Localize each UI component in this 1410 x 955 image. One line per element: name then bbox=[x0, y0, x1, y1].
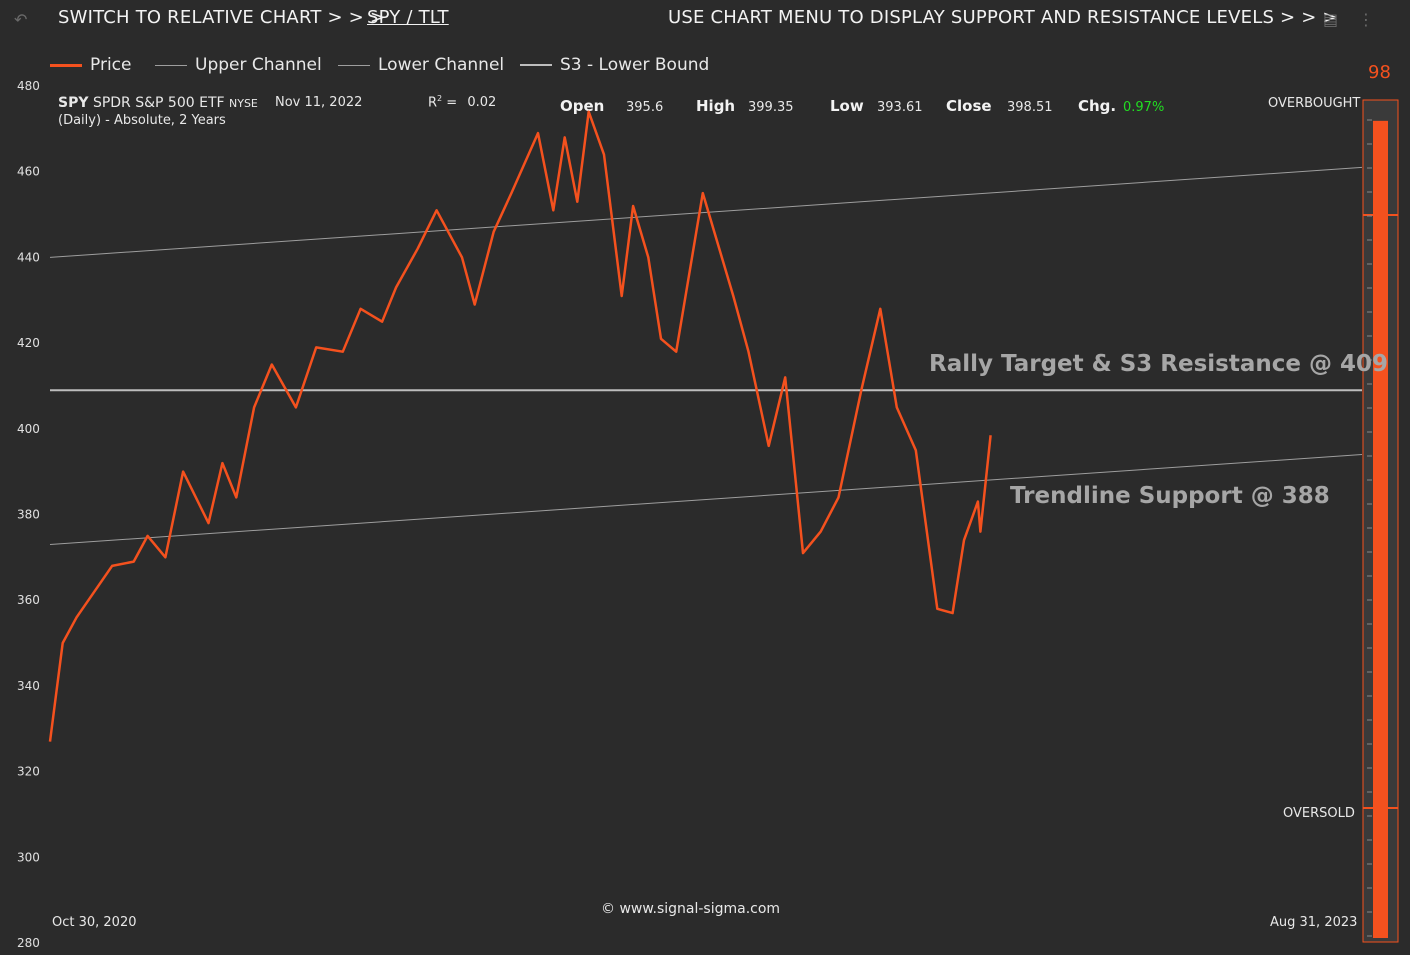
legend-label: S3 - Lower Bound bbox=[560, 55, 710, 75]
r2-value: 0.02 bbox=[467, 95, 497, 111]
gauge-value: 98 bbox=[1368, 62, 1391, 83]
y-tick-label: 300 bbox=[17, 850, 40, 864]
switch-chart-text: SWITCH TO RELATIVE CHART > > > bbox=[58, 7, 386, 28]
legend-swatch bbox=[155, 64, 187, 66]
chart-date: Nov 11, 2022 bbox=[275, 95, 363, 110]
upper-channel-line bbox=[49, 166, 1363, 258]
r2-label: R bbox=[428, 95, 438, 111]
high-label: High bbox=[696, 97, 736, 115]
gauge-fill bbox=[1373, 120, 1388, 939]
y-tick-label: 380 bbox=[17, 508, 40, 522]
chg-value: 0.97% bbox=[1123, 100, 1165, 115]
relative-chart-link[interactable]: SPY / TLT bbox=[367, 7, 449, 28]
copyright: © www.signal-sigma.com bbox=[601, 901, 781, 917]
legend-item-lower-channel[interactable]: Lower Channel bbox=[338, 55, 504, 75]
lower-channel-line bbox=[49, 454, 1363, 545]
undo-icon[interactable]: ↶ bbox=[14, 10, 28, 29]
high-value: 399.35 bbox=[748, 100, 794, 115]
chart-settings-icon[interactable]: ▤ bbox=[1323, 10, 1339, 29]
low-label: Low bbox=[830, 97, 864, 115]
price-line bbox=[48, 110, 992, 742]
open-value: 395.6 bbox=[626, 100, 664, 115]
overbought-label: OVERBOUGHT bbox=[1268, 96, 1361, 111]
low-value: 393.61 bbox=[877, 100, 923, 115]
legend-swatch bbox=[50, 63, 82, 67]
close-label: Close bbox=[946, 97, 992, 115]
security-name: SPDR S&P 500 ETF bbox=[92, 95, 225, 111]
chart-subtitle: (Daily) - Absolute, 2 Years bbox=[58, 113, 226, 128]
ticker: SPY bbox=[58, 95, 89, 111]
legend-label: Price bbox=[90, 55, 132, 75]
y-tick-label: 480 bbox=[17, 79, 40, 93]
legend-swatch bbox=[520, 64, 552, 66]
r2-eq: = bbox=[442, 95, 458, 111]
r2-sup: 2 bbox=[437, 94, 443, 103]
close-value: 398.51 bbox=[1007, 100, 1053, 115]
support-annotation: Trendline Support @ 388 bbox=[1010, 483, 1330, 509]
resistance-annotation: Rally Target & S3 Resistance @ 409 bbox=[929, 351, 1389, 377]
chg-label: Chg. bbox=[1078, 97, 1117, 115]
r-squared: R2 = 0.02 bbox=[428, 94, 496, 110]
y-tick-label: 360 bbox=[17, 593, 40, 607]
open-label: Open bbox=[560, 97, 605, 115]
y-tick-label: 340 bbox=[17, 679, 40, 693]
oversold-label: OVERSOLD bbox=[1283, 806, 1355, 821]
legend-label: Lower Channel bbox=[378, 55, 505, 75]
legend-item-upper-channel[interactable]: Upper Channel bbox=[155, 55, 322, 75]
y-tick-label: 400 bbox=[17, 422, 40, 436]
legend-item-s3-lower-bound[interactable]: S3 - Lower Bound bbox=[520, 55, 709, 75]
y-tick-label: 440 bbox=[17, 250, 40, 264]
x-start-label: Oct 30, 2020 bbox=[52, 915, 137, 930]
chart-menu-hint: USE CHART MENU TO DISPLAY SUPPORT AND RE… bbox=[668, 7, 1338, 28]
y-tick-label: 320 bbox=[17, 765, 40, 779]
y-tick-label: 420 bbox=[17, 336, 40, 350]
legend-swatch bbox=[338, 64, 370, 66]
x-end-label: Aug 31, 2023 bbox=[1270, 915, 1358, 930]
y-tick-label: 280 bbox=[17, 936, 40, 950]
legend-item-price[interactable]: Price bbox=[50, 55, 131, 75]
exchange: NYSE bbox=[229, 97, 258, 110]
legend-label: Upper Channel bbox=[195, 55, 322, 75]
more-vertical-icon[interactable]: ⋮ bbox=[1358, 10, 1374, 29]
y-tick-label: 460 bbox=[17, 165, 40, 179]
symbol-title: SPY SPDR S&P 500 ETF NYSE bbox=[58, 95, 258, 111]
